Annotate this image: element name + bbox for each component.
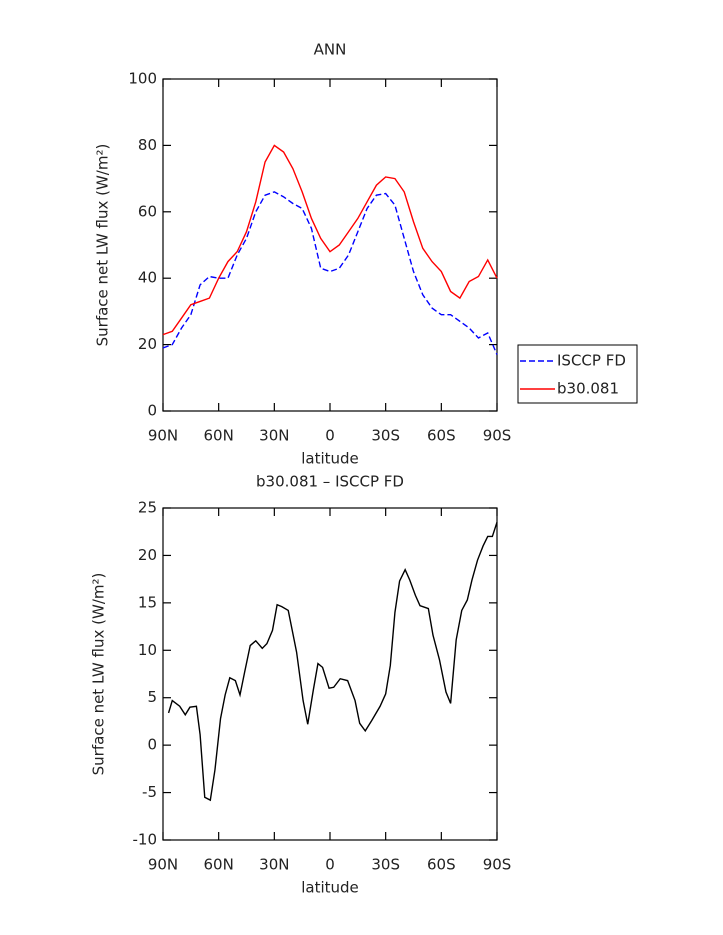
x-tick-label: 90S	[483, 856, 512, 874]
legend-box	[517, 344, 638, 404]
x-tick-label: 90S	[483, 427, 512, 445]
y-tick-label: 0	[147, 402, 157, 420]
x-tick-label: 0	[325, 856, 335, 874]
plot-frame	[162, 507, 498, 841]
x-tick-label: 60N	[204, 427, 234, 445]
x-tick-label: 60S	[427, 427, 456, 445]
data-line	[162, 191, 498, 355]
x-tick-label: 90N	[148, 856, 178, 874]
chart-title: b30.081 – ISCCP FD	[256, 473, 404, 491]
y-tick-label: 80	[138, 136, 157, 154]
y-tick-label: 15	[138, 593, 157, 611]
y-tick-label: -10	[133, 831, 158, 849]
x-axis-label: latitude	[301, 879, 359, 897]
data-line	[162, 144, 498, 336]
plot-frame	[162, 78, 498, 412]
y-tick-label: 5	[147, 688, 157, 706]
data-line	[167, 522, 498, 802]
y-tick-label: 0	[147, 736, 157, 754]
x-tick-label: 30N	[259, 856, 289, 874]
x-tick-label: 30N	[259, 427, 289, 445]
y-tick-label: 25	[138, 499, 157, 517]
y-tick-label: 40	[138, 269, 157, 287]
chart-title: ANN	[314, 41, 347, 59]
y-tick-label: 20	[138, 335, 157, 353]
legend-label: b30.081	[557, 380, 619, 398]
x-tick-label: 60S	[427, 856, 456, 874]
y-tick-label: 100	[128, 70, 157, 88]
x-tick-label: 90N	[148, 427, 178, 445]
y-axis-label: Surface net LW flux (W/m²)	[94, 144, 112, 347]
y-tick-label: 60	[138, 202, 157, 220]
x-tick-label: 60N	[204, 856, 234, 874]
y-axis-label: Surface net LW flux (W/m²)	[90, 573, 108, 776]
y-tick-label: 20	[138, 546, 157, 564]
x-tick-label: 30S	[371, 427, 400, 445]
y-tick-label: 10	[138, 641, 157, 659]
x-tick-label: 0	[325, 427, 335, 445]
legend-label: ISCCP FD	[557, 352, 626, 370]
x-axis-label: latitude	[301, 450, 359, 468]
y-tick-label: -5	[142, 783, 157, 801]
x-tick-label: 30S	[371, 856, 400, 874]
